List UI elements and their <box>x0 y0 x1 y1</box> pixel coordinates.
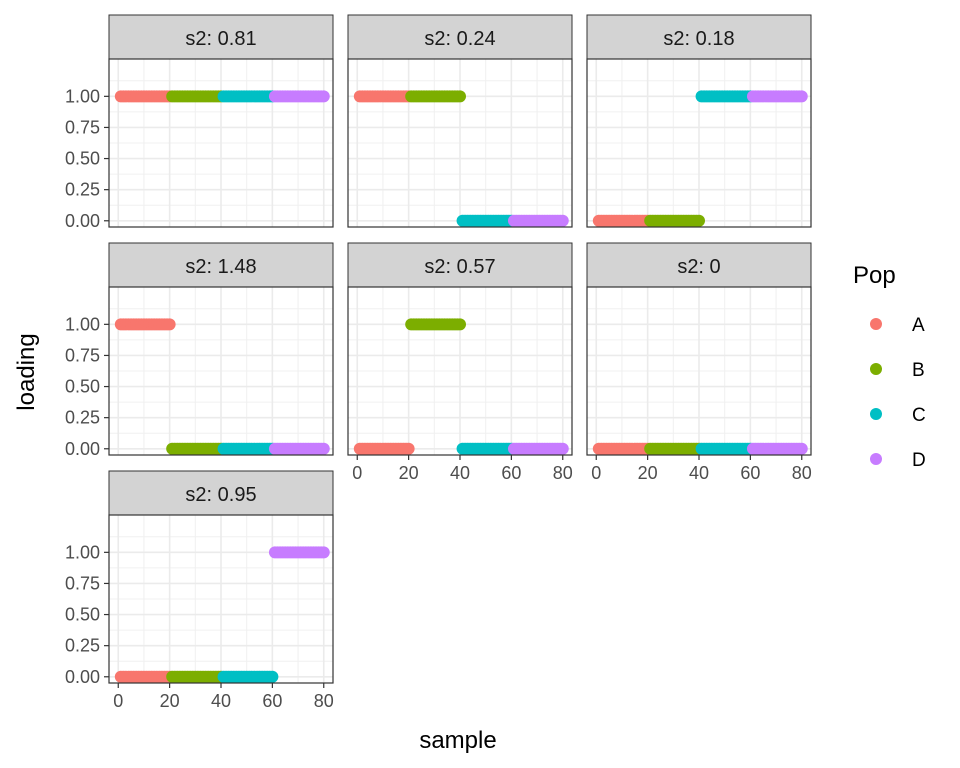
x-tick-label: 60 <box>740 463 760 483</box>
x-tick-label: 80 <box>553 463 573 483</box>
data-point-A <box>163 318 176 331</box>
facet-strip <box>108 242 334 288</box>
y-tick-label: 0.75 <box>65 345 100 365</box>
facet-strip-label: s2: 0.57 <box>424 256 495 278</box>
data-point-D <box>795 442 808 455</box>
data-point-B <box>454 318 466 331</box>
facet-panel-1: s2: 0.81 0.00 0.25 0.50 0.75 1.00 <box>65 14 334 231</box>
y-tick-label: 0.00 <box>65 439 100 459</box>
x-tick-label: 20 <box>638 463 658 483</box>
legend-key-C <box>870 408 882 420</box>
data-point-B <box>693 214 705 227</box>
x-tick-label: 40 <box>450 463 470 483</box>
x-tick-label: 0 <box>591 463 601 483</box>
legend-key-D <box>870 453 882 465</box>
y-tick-label: 0.75 <box>65 117 100 137</box>
y-tick-label: 0.00 <box>65 211 100 231</box>
panel-border <box>586 58 812 228</box>
y-tick-label: 0.50 <box>65 149 100 169</box>
panel-border <box>108 58 334 228</box>
facet-strip-label: s2: 0 <box>677 256 720 278</box>
facet-strip <box>108 14 334 60</box>
facet-panel-6: s2: 0 0 20 40 60 80 <box>586 242 812 483</box>
y-axis-title: loading <box>13 333 40 410</box>
facet-strip <box>347 242 573 288</box>
x-tick-label: 20 <box>399 463 419 483</box>
x-tick-label: 0 <box>113 691 123 711</box>
data-point-D <box>556 442 569 455</box>
y-tick-label: 1.00 <box>65 542 100 562</box>
data-point-C <box>266 670 279 683</box>
facet-panel-2: s2: 0.24 <box>347 14 573 228</box>
facet-panel-4: s2: 1.48 0.00 0.25 0.50 0.75 1.00 <box>65 242 334 459</box>
x-axis-title: sample <box>419 727 496 754</box>
facet-strip-label: s2: 1.48 <box>185 256 256 278</box>
facet-strip-label: s2: 0.95 <box>185 484 256 506</box>
y-tick-label: 1.00 <box>65 314 100 334</box>
x-tick-label: 80 <box>314 691 334 711</box>
data-point-D <box>317 442 330 455</box>
data-point-D <box>795 90 808 103</box>
data-point-A <box>402 442 415 455</box>
x-tick-label: 20 <box>160 691 180 711</box>
facet-strip <box>108 470 334 516</box>
legend-label-D: D <box>912 450 926 471</box>
facet-panel-5: s2: 0.57 0 20 40 60 80 <box>347 242 573 483</box>
panel-border <box>108 286 334 456</box>
facet-panels: s2: 0.81 0.00 0.25 0.50 0.75 1.00 s2: 0.24 s2: … <box>65 14 812 711</box>
data-point-D <box>317 546 330 559</box>
x-tick-label: 80 <box>792 463 812 483</box>
legend-label-C: C <box>912 405 926 426</box>
data-point-D <box>556 214 569 227</box>
y-tick-label: 1.00 <box>65 86 100 106</box>
x-tick-label: 60 <box>262 691 282 711</box>
facet-strip-label: s2: 0.18 <box>663 28 734 50</box>
x-tick-label: 40 <box>689 463 709 483</box>
legend: Pop A B C D <box>853 262 926 471</box>
facet-strip-label: s2: 0.81 <box>185 28 256 50</box>
facet-panel-7: s2: 0.95 0.00 0.25 0.50 0.75 1.00 0 20 40 60 80 <box>65 470 334 711</box>
facet-panel-3: s2: 0.18 <box>586 14 812 228</box>
x-tick-label: 40 <box>211 691 231 711</box>
data-point-D <box>317 90 330 103</box>
legend-key-B <box>870 363 882 375</box>
y-tick-label: 0.00 <box>65 667 100 687</box>
y-tick-label: 0.25 <box>65 180 100 200</box>
facet-strip-label: s2: 0.24 <box>424 28 495 50</box>
y-tick-label: 0.25 <box>65 636 100 656</box>
y-tick-label: 0.25 <box>65 408 100 428</box>
y-tick-label: 0.50 <box>65 377 100 397</box>
y-tick-label: 0.75 <box>65 573 100 593</box>
data-point-B <box>454 90 466 103</box>
legend-key-A <box>870 318 882 330</box>
panel-border <box>347 58 573 228</box>
x-tick-label: 60 <box>501 463 521 483</box>
legend-title: Pop <box>853 262 896 289</box>
legend-label-B: B <box>912 360 925 381</box>
x-tick-label: 0 <box>352 463 362 483</box>
y-tick-label: 0.50 <box>65 605 100 625</box>
facet-strip <box>586 242 812 288</box>
facet-strip <box>586 14 812 60</box>
legend-label-A: A <box>912 315 925 336</box>
